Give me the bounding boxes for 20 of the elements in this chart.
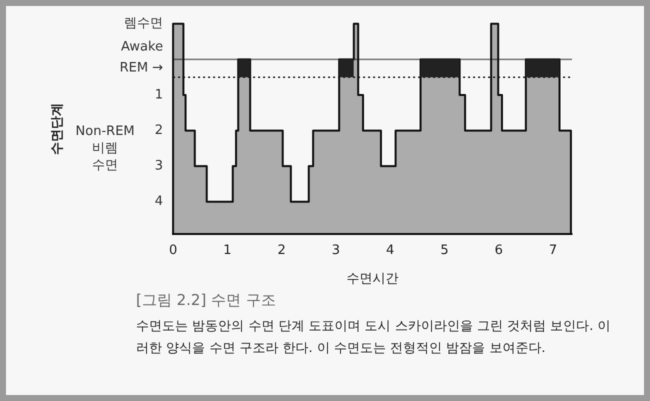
y-tick-label: 3 <box>154 158 164 174</box>
x-tick-label: 7 <box>548 242 558 258</box>
x-tick-label: 2 <box>277 242 286 258</box>
x-tick-label: 6 <box>494 242 503 258</box>
y-tick-label: Awake <box>121 39 164 54</box>
text: Non-REM 비렘 수면 <box>76 124 135 173</box>
y-tick-label: 1 <box>154 87 164 102</box>
x-tick-label: 4 <box>386 242 394 258</box>
y-tick-label: 4 <box>154 194 164 210</box>
text: 수면도는 밤동안의 수면 단계 도표이며 도시 스카이라인을 그린 것처럼 보인다. 이러한 양식을 수면 구조라 한다. 이 수면도는 전형적인 밤잠을 보여준다. <box>136 318 612 358</box>
x-tick-label: 0 <box>168 242 178 258</box>
y-tick-label: REM → <box>120 60 164 76</box>
x-tick-label: 1 <box>223 242 232 258</box>
y-axis-title: 수면단계 <box>50 102 66 155</box>
x-axis-title: 수면시간 <box>346 272 399 287</box>
x-tick-label: 3 <box>332 242 340 258</box>
y-tick-label: 렘수면 <box>124 16 164 32</box>
x-tick-label: 5 <box>440 242 449 258</box>
text: [그림 2.2] 수면 구조 <box>136 291 277 310</box>
y-tick-label: 2 <box>154 122 164 138</box>
